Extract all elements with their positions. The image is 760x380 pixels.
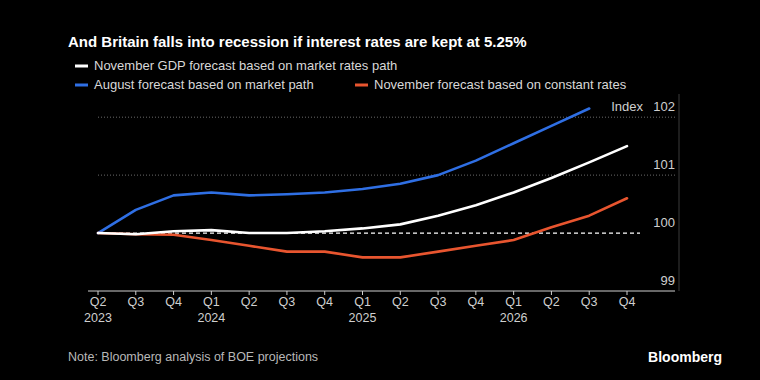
x-tick-label: Q3 xyxy=(279,295,296,309)
x-tick-label: Q1 2025 xyxy=(349,295,377,325)
x-tick-label-part: 2024 xyxy=(197,311,225,325)
x-tick-label: Q4 xyxy=(468,295,485,309)
x-tick-label-part: 2026 xyxy=(500,311,528,325)
chart: And Britain falls into recession if inte… xyxy=(0,0,760,380)
x-tick-label-part: Q1 xyxy=(505,295,522,309)
y-axis-line xyxy=(679,94,680,291)
legend-label: November GDP forecast based on market ra… xyxy=(94,58,397,73)
x-tick-label-part: Q4 xyxy=(619,295,636,309)
x-tick-label: Q1 2024 xyxy=(197,295,225,325)
background xyxy=(0,0,760,380)
x-tick-label-part: Q4 xyxy=(165,295,182,309)
x-tick-label-part: Q3 xyxy=(127,295,144,309)
x-tick-label: Q3 xyxy=(581,295,598,309)
x-tick-label-part: Q4 xyxy=(316,295,333,309)
legend-swatch xyxy=(355,84,368,87)
lines xyxy=(98,108,627,257)
x-tick-label: Q3 xyxy=(127,295,144,309)
grid-line xyxy=(98,117,675,118)
x-axis-line xyxy=(88,291,675,292)
x-tick-label: Q4 xyxy=(165,295,182,309)
grid-line xyxy=(98,175,675,176)
x-tick-label-part: Q2 xyxy=(90,295,107,309)
x-tick-label-part: Q2 xyxy=(543,295,560,309)
legend-label: August forecast based on market path xyxy=(94,77,314,92)
x-tick-label: Q4 xyxy=(619,295,636,309)
legend-label: November forecast based on constant rate… xyxy=(374,77,627,92)
x-tick-label-part: Q2 xyxy=(392,295,409,309)
x-tick-label: Q2 xyxy=(543,295,560,309)
y-tick-label: 100 xyxy=(653,215,675,230)
x-tick-label-part: Q1 xyxy=(354,295,371,309)
x-tick-label: Q3 xyxy=(430,295,447,309)
x-tick-label-part: 2025 xyxy=(349,311,377,325)
grid-line xyxy=(98,232,640,233)
x-tick-label-part: Q4 xyxy=(468,295,485,309)
series-line xyxy=(98,108,589,233)
y-tick-label: 102 xyxy=(653,99,675,114)
x-tick-label-part: 2023 xyxy=(84,311,112,325)
note: Note: Bloomberg analysis of BOE projecti… xyxy=(68,350,318,364)
x-tick-label: Q2 xyxy=(392,295,409,309)
x-tick-label-part: Q3 xyxy=(430,295,447,309)
title: And Britain falls into recession if inte… xyxy=(68,33,527,50)
y-tick-label: 99 xyxy=(661,273,675,288)
legend-swatch xyxy=(75,65,88,68)
x-tick-label-part: Q1 xyxy=(203,295,220,309)
x-tick-label: Q2 2023 xyxy=(84,295,112,325)
series-line xyxy=(98,146,627,234)
y-axis-label: Index xyxy=(611,99,643,114)
x-tick-label-part: Q3 xyxy=(581,295,598,309)
x-tick-label: Q4 xyxy=(316,295,333,309)
source: Bloomberg xyxy=(648,349,722,365)
x-tick-label-part: Q3 xyxy=(279,295,296,309)
y-tick-label: 101 xyxy=(653,157,675,172)
x-tick-label: Q2 xyxy=(241,295,258,309)
x-tick-label-part: Q2 xyxy=(241,295,258,309)
x-tick-label: Q1 2026 xyxy=(500,295,528,325)
legend-swatch xyxy=(75,84,88,87)
